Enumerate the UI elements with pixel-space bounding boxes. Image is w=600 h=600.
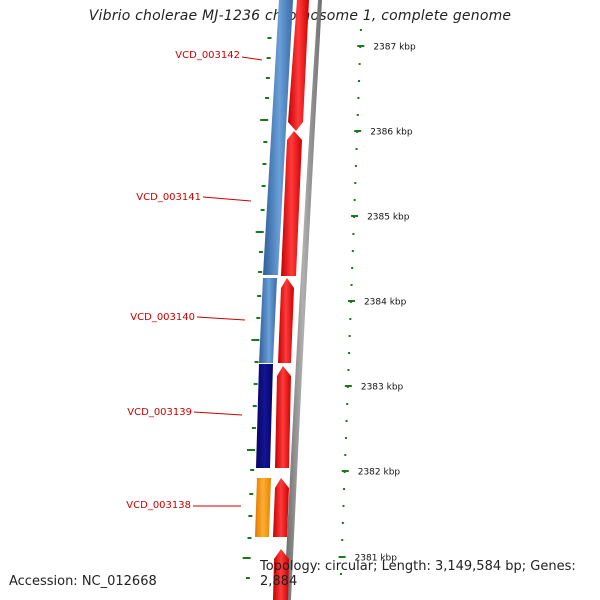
accession-label: Accession: NC_012668 xyxy=(9,574,157,589)
gene-arrow-3 xyxy=(278,278,294,363)
cog-bar-blue-upper xyxy=(263,0,293,275)
gene-label: VCD_003142 xyxy=(175,50,240,61)
gene-label: VCD_003139 xyxy=(127,407,192,418)
scale-label: 2387 kbp xyxy=(373,43,416,53)
gene-arrow-5 xyxy=(273,478,289,537)
scale-label: 2384 kbp xyxy=(364,298,407,308)
gene-label-leader xyxy=(202,196,252,202)
cog-lane xyxy=(255,0,293,537)
gene-arrow-2 xyxy=(281,131,302,276)
scale-labels: 2387 kbp 2386 kbp 2385 kbp 2384 kbp 2383 kbp… xyxy=(338,43,416,564)
cog-bar-blue-lower xyxy=(259,278,277,363)
gene-arrow-6 xyxy=(273,549,289,600)
gc-skew-ticks xyxy=(242,37,272,579)
gene-label-leader xyxy=(196,316,246,321)
cog-bar-orange xyxy=(255,478,271,537)
gene-label: VCD_003140 xyxy=(130,312,195,323)
gene-arrow-1 xyxy=(288,0,309,131)
gene-arrow-4 xyxy=(275,366,291,468)
scale-label: 2383 kbp xyxy=(361,383,404,393)
genome-summary: Topology: circular; Length: 3,149,584 bp… xyxy=(260,559,576,589)
chromosome-backbone xyxy=(284,0,322,600)
gene-label: VCD_003138 xyxy=(126,500,191,511)
cog-bar-navy xyxy=(256,364,273,468)
scale-label: 2385 kbp xyxy=(367,213,410,223)
scale-label: 2382 kbp xyxy=(358,468,401,478)
gene-label: VCD_003141 xyxy=(136,192,201,203)
scale-label: 2386 kbp xyxy=(370,128,413,138)
gene-label-leader xyxy=(241,56,263,61)
gene-label-leader xyxy=(193,411,243,416)
gene-lane xyxy=(273,0,309,600)
gene-labels: VCD_003142 VCD_003141 VCD_003140 VCD_003139… xyxy=(126,50,263,511)
scale-label: 2381 kbp xyxy=(355,554,398,564)
